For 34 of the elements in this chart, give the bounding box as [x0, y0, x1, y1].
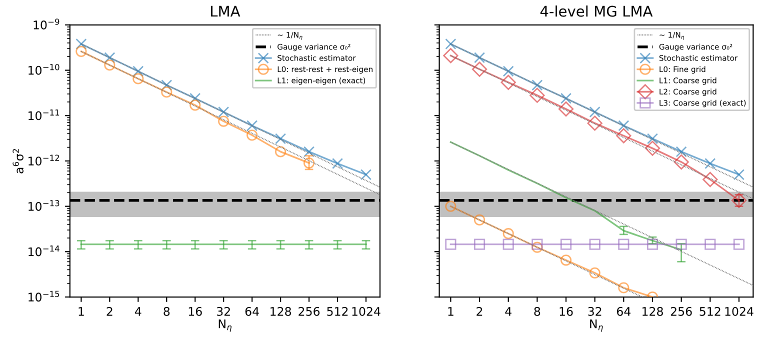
x-tick-label: 8: [164, 306, 170, 316]
x-tick-label: 32: [588, 306, 602, 316]
y-tick-label: 10$^{−12}$: [28, 154, 60, 166]
x-axis-title: N$_{η}$: [590, 320, 603, 332]
x-tick-label: 4: [134, 307, 142, 316]
x-tick-label: 16: [188, 306, 202, 316]
x-tick-label: 256: [298, 306, 320, 316]
x-tick-label: 512: [327, 306, 348, 316]
x-tick-label: 2: [476, 306, 482, 316]
chart-title: LMA: [211, 6, 240, 17]
x-tick-label: 128: [270, 306, 292, 316]
x-tick-label: 1024: [725, 306, 754, 316]
y-axis-title: a$^{6}$σ$^{2}$: [12, 149, 24, 174]
x-tick-label: 2: [106, 306, 112, 316]
x-tick-label: 1: [448, 307, 454, 316]
x-tick-label: 4: [505, 307, 512, 316]
y-tick-label: 10$^{−9}$: [34, 18, 60, 30]
x-tick-label: 64: [245, 306, 259, 316]
x-tick-label: 16: [560, 306, 573, 316]
y-tick-label: 10$^{−14}$: [28, 246, 60, 256]
x-tick-label: 32: [216, 306, 230, 316]
x-tick-label: 256: [670, 306, 692, 316]
x-tick-label: 512: [700, 306, 720, 316]
x-tick-label: 1024: [352, 306, 380, 316]
x-tick-label: 8: [534, 306, 540, 316]
y-tick-label: 10$^{−11}$: [28, 109, 60, 120]
y-tick-label: 10$^{−13}$: [28, 200, 60, 211]
y-tick-label: 10$^{−10}$: [28, 64, 60, 75]
y-tick-label: 10$^{−15}$: [28, 290, 60, 302]
x-axis-title: N$_{η}$: [218, 320, 232, 332]
x-tick-label: 64: [616, 306, 631, 316]
x-tick-label: 128: [642, 306, 663, 316]
chart-title: 4-level MG LMA: [540, 5, 653, 17]
x-tick-label: 1: [78, 307, 84, 316]
